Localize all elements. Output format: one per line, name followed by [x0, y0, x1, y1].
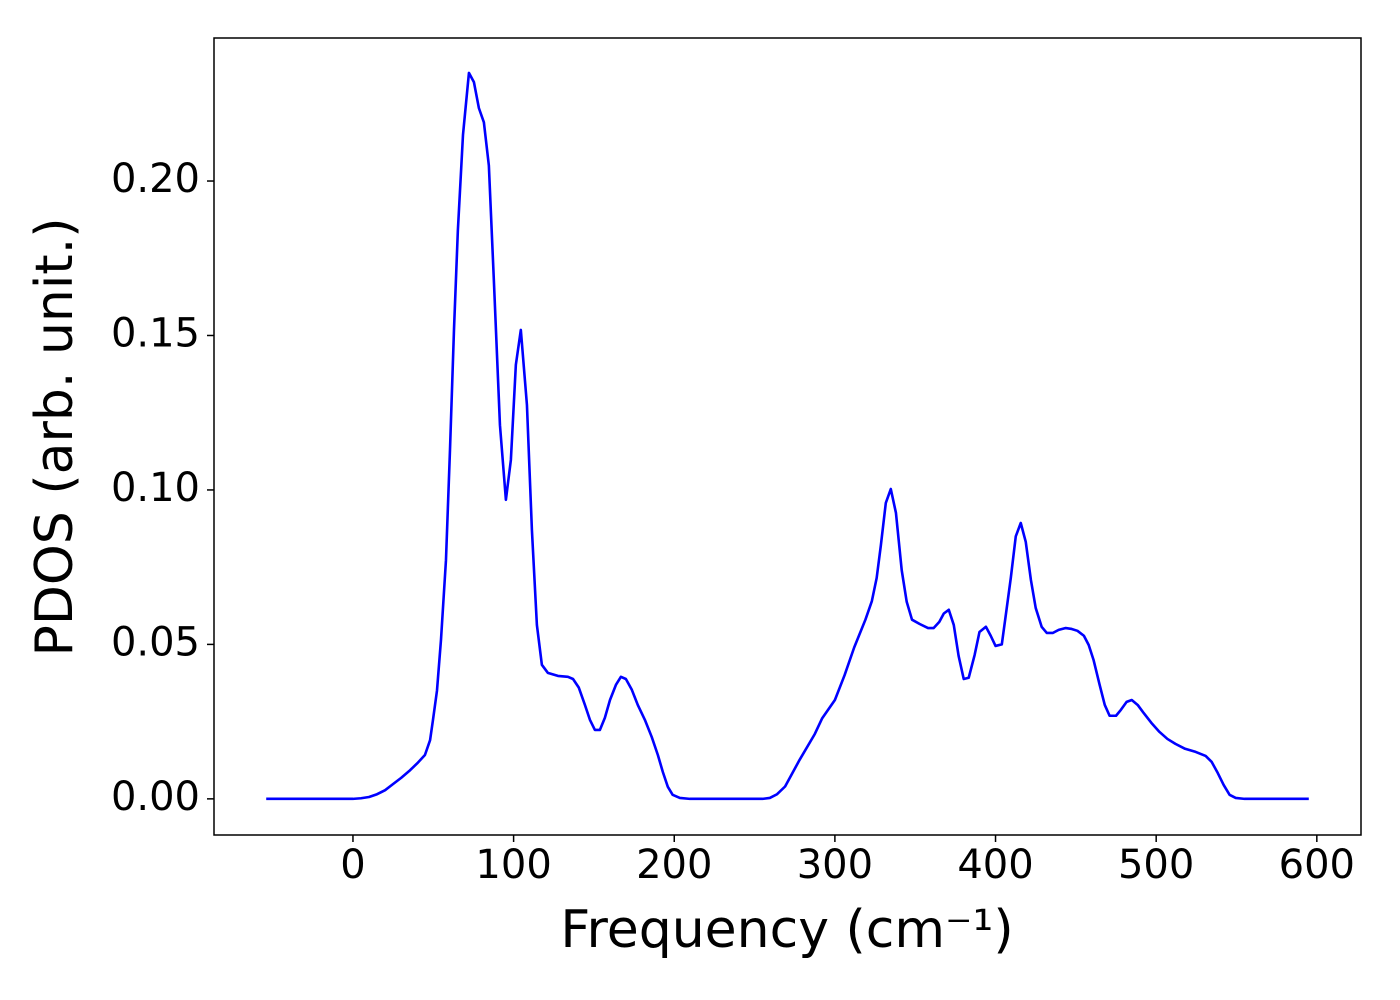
y-tick-label: 0.00 [111, 774, 200, 820]
x-tick-label: 400 [957, 842, 1033, 888]
x-axis-label: Frequency (cm⁻¹) [560, 900, 1013, 960]
x-tick-label: 600 [1279, 842, 1355, 888]
data-line [266, 71, 1309, 801]
x-tick-label: 200 [636, 842, 712, 888]
y-tick-label: 0.15 [111, 310, 200, 356]
x-tick-label: 300 [797, 842, 873, 888]
y-axis-label: PDOS (arb. unit.) [25, 217, 85, 656]
y-tick-label: 0.10 [111, 465, 200, 511]
x-tick-label: 0 [340, 842, 365, 888]
x-tick-label: 100 [475, 842, 551, 888]
y-tick-label: 0.05 [111, 619, 200, 665]
x-tick-label: 500 [1118, 842, 1194, 888]
y-tick-label: 0.20 [111, 156, 200, 202]
plot-frame [213, 37, 1362, 836]
